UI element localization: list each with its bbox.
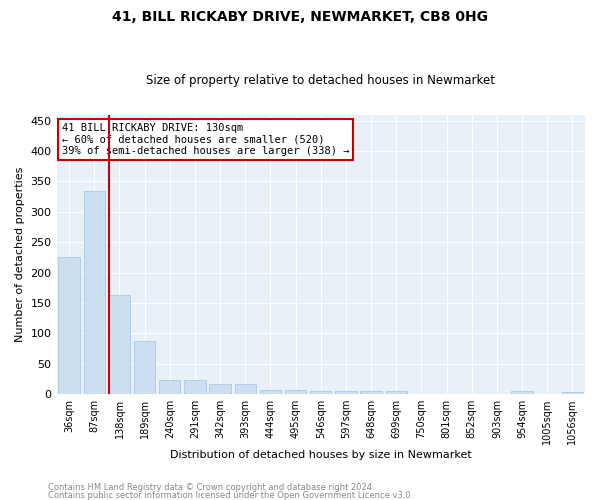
Bar xyxy=(260,390,281,394)
Bar xyxy=(209,384,231,394)
Text: Contains HM Land Registry data © Crown copyright and database right 2024.: Contains HM Land Registry data © Crown c… xyxy=(48,484,374,492)
Bar xyxy=(184,380,206,394)
Bar xyxy=(562,392,583,394)
X-axis label: Distribution of detached houses by size in Newmarket: Distribution of detached houses by size … xyxy=(170,450,472,460)
Bar xyxy=(109,295,130,394)
Text: 41 BILL RICKABY DRIVE: 130sqm
← 60% of detached houses are smaller (520)
39% of : 41 BILL RICKABY DRIVE: 130sqm ← 60% of d… xyxy=(62,123,349,156)
Bar xyxy=(58,257,80,394)
Bar xyxy=(83,190,105,394)
Bar xyxy=(235,384,256,394)
Title: Size of property relative to detached houses in Newmarket: Size of property relative to detached ho… xyxy=(146,74,495,87)
Text: 41, BILL RICKABY DRIVE, NEWMARKET, CB8 0HG: 41, BILL RICKABY DRIVE, NEWMARKET, CB8 0… xyxy=(112,10,488,24)
Bar xyxy=(134,342,155,394)
Bar xyxy=(335,391,356,394)
Bar xyxy=(310,391,331,394)
Y-axis label: Number of detached properties: Number of detached properties xyxy=(15,166,25,342)
Bar xyxy=(285,390,307,394)
Text: Contains public sector information licensed under the Open Government Licence v3: Contains public sector information licen… xyxy=(48,490,413,500)
Bar xyxy=(386,391,407,394)
Bar xyxy=(159,380,181,394)
Bar xyxy=(361,391,382,394)
Bar xyxy=(511,391,533,394)
